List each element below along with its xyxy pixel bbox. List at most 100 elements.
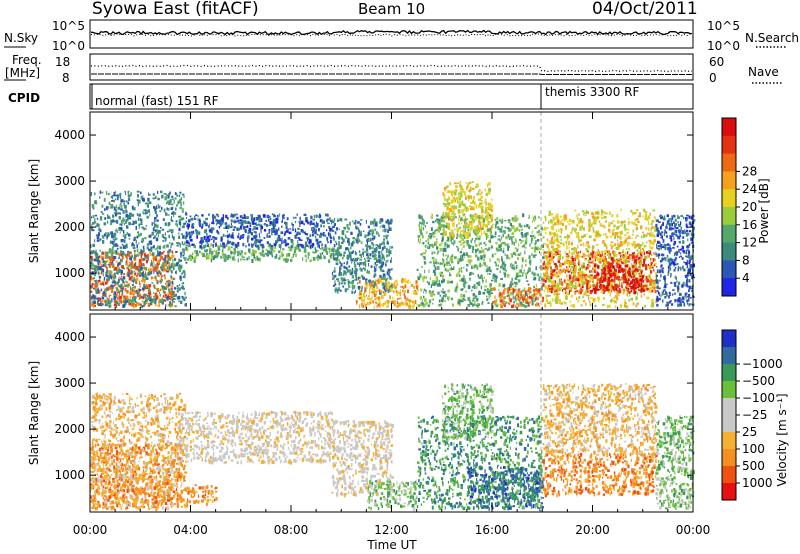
data-cell <box>386 299 390 303</box>
data-cell <box>382 282 385 286</box>
data-cell <box>464 230 466 233</box>
data-cell <box>107 271 109 275</box>
data-cell <box>553 263 557 265</box>
data-cell <box>389 295 391 299</box>
data-cell <box>530 240 533 244</box>
data-cell <box>504 269 507 272</box>
data-cell <box>454 256 456 260</box>
data-cell <box>555 292 559 297</box>
data-cell <box>136 190 140 193</box>
data-cell <box>442 258 444 261</box>
data-cell <box>317 254 319 258</box>
data-cell <box>115 304 118 308</box>
data-cell <box>173 298 176 300</box>
data-cell <box>521 304 525 307</box>
data-cell <box>640 244 643 247</box>
data-cell <box>125 262 127 266</box>
data-cell <box>375 286 378 289</box>
data-cell <box>392 290 395 294</box>
data-cell <box>212 244 214 248</box>
data-cell <box>240 225 242 230</box>
data-cell <box>224 253 227 257</box>
data-cell <box>121 223 123 226</box>
data-cell <box>333 230 335 232</box>
data-cell <box>103 277 106 281</box>
data-cell <box>478 281 481 286</box>
data-cell <box>99 229 102 233</box>
data-cell <box>552 260 554 263</box>
data-cell <box>175 222 178 226</box>
data-cell <box>612 270 614 273</box>
data-cell <box>375 264 377 268</box>
data-cell <box>650 246 654 249</box>
data-cell <box>423 298 427 302</box>
data-cell <box>495 220 499 225</box>
data-cell <box>461 203 465 206</box>
data-cell <box>121 205 123 208</box>
data-cell <box>170 219 173 222</box>
data-cell <box>268 218 270 222</box>
data-cell <box>134 300 137 303</box>
data-cell <box>472 187 475 190</box>
data-cell <box>233 251 235 254</box>
data-cell <box>629 294 631 297</box>
data-cell <box>391 300 394 304</box>
data-cell <box>424 225 426 228</box>
data-cell <box>138 294 142 299</box>
data-cell <box>611 260 614 264</box>
data-cell <box>148 248 151 252</box>
data-cell <box>204 245 206 249</box>
data-cell <box>337 287 340 290</box>
data-cell <box>451 268 454 271</box>
data-cell <box>330 252 332 256</box>
data-cell <box>457 200 459 204</box>
data-cell <box>579 250 582 254</box>
data-cell <box>216 222 218 226</box>
data-cell <box>286 253 288 258</box>
data-cell <box>488 293 491 295</box>
data-cell <box>418 224 420 227</box>
data-cell <box>441 271 443 275</box>
data-cell <box>133 302 135 306</box>
data-cell <box>138 293 141 295</box>
data-cell <box>171 285 174 288</box>
data-cell <box>170 276 173 280</box>
data-cell <box>534 299 536 303</box>
data-cell <box>587 251 589 255</box>
data-cell <box>166 285 170 289</box>
data-cell <box>360 286 363 289</box>
data-cell <box>233 247 236 251</box>
data-cell <box>115 237 118 240</box>
data-cell <box>506 227 510 230</box>
data-cell <box>568 274 572 278</box>
data-cell <box>127 250 129 253</box>
data-cell <box>648 288 650 290</box>
data-cell <box>541 226 543 229</box>
data-cell <box>375 284 377 287</box>
data-cell <box>141 258 144 261</box>
data-cell <box>217 231 220 235</box>
data-cell <box>434 229 437 232</box>
data-cell <box>522 297 525 300</box>
data-cell <box>280 251 283 255</box>
data-cell <box>90 278 92 281</box>
data-cell <box>460 258 464 262</box>
data-cell <box>458 218 460 221</box>
data-cell <box>118 257 121 259</box>
data-cell <box>169 301 172 305</box>
data-cell <box>347 260 349 265</box>
data-cell <box>446 240 450 242</box>
data-cell <box>514 296 517 301</box>
data-cell <box>384 283 387 286</box>
data-cell <box>514 285 517 288</box>
data-cell <box>462 233 465 237</box>
data-cell <box>348 280 351 284</box>
data-cell <box>487 240 490 243</box>
data-cell <box>498 248 501 252</box>
data-cell <box>459 227 462 229</box>
data-cell <box>237 250 240 255</box>
data-cell <box>540 266 544 271</box>
data-cell <box>337 278 340 282</box>
data-cell <box>257 246 260 251</box>
data-cell <box>229 241 232 243</box>
